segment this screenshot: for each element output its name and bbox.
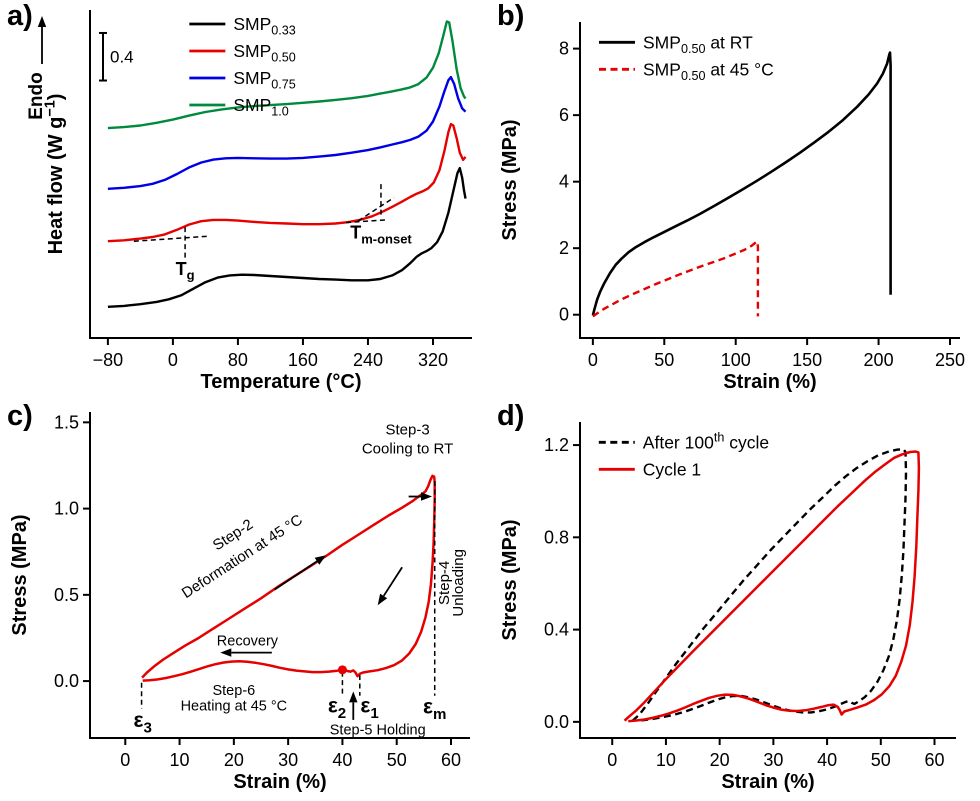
svg-text:0: 0: [168, 350, 178, 370]
svg-text:0.0: 0.0: [544, 712, 569, 732]
svg-text:Step-6: Step-6: [212, 683, 255, 699]
svg-text:0.4: 0.4: [544, 620, 569, 640]
svg-text:−80: −80: [93, 350, 124, 370]
svg-text:50: 50: [387, 750, 407, 770]
svg-text:240: 240: [353, 350, 383, 370]
panel-c-label: c): [7, 400, 33, 432]
svg-text:Recovery: Recovery: [217, 634, 279, 650]
svg-text:10: 10: [170, 750, 190, 770]
svg-text:Temperature (°C): Temperature (°C): [201, 371, 362, 393]
svg-text:Cooling to RT: Cooling to RT: [362, 440, 453, 457]
panel-d-chart: 0 10 20 30 40 50 60 0.0 0.4 0.8 1.2 Strain (%) Stres…: [499, 422, 956, 793]
svg-text:0: 0: [588, 350, 598, 370]
svg-text:Heating at 45 °C: Heating at 45 °C: [181, 698, 288, 714]
svg-text:Strain (%): Strain (%): [723, 371, 816, 393]
svg-text:160: 160: [288, 350, 318, 370]
svg-text:60: 60: [924, 750, 944, 770]
panel-b: b) 0 50 100 150 200 250 0 2 4 6 8 Strain (%) Stress …: [490, 0, 980, 400]
panel-a-chart: −80 0 80 160 240 320 Temperature (°C) Heat flow…: [26, 10, 472, 393]
panel-d: d) 0 10 20 30 40 50 60 0.0 0.4 0.8 1.2 Strain (%) St…: [490, 400, 980, 801]
svg-text:10: 10: [656, 750, 676, 770]
svg-text:Strain (%): Strain (%): [233, 771, 326, 793]
svg-text:After 100th cycle: After 100th cycle: [643, 431, 769, 453]
panel-c: c) 0 10 20 30 40 50 60 0.0 0.5 1.0 1.5 Strain (%) St…: [0, 400, 490, 801]
svg-text:2: 2: [559, 238, 569, 258]
svg-text:60: 60: [441, 750, 461, 770]
svg-text:0.4: 0.4: [110, 48, 134, 67]
svg-text:Endo: Endo: [26, 72, 47, 120]
panel-b-label: b): [497, 0, 525, 32]
svg-text:0.8: 0.8: [544, 527, 569, 547]
svg-text:0: 0: [120, 750, 130, 770]
svg-text:Tm-onset: Tm-onset: [350, 223, 412, 247]
svg-text:SMP0.50 at RT: SMP0.50 at RT: [643, 32, 753, 56]
svg-text:320: 320: [418, 350, 448, 370]
svg-text:Step-3: Step-3: [385, 421, 429, 438]
svg-text:0.0: 0.0: [54, 671, 79, 691]
svg-text:SMP0.50: SMP0.50: [233, 41, 295, 65]
svg-text:Stress (MPa): Stress (MPa): [499, 519, 521, 640]
svg-text:ε2: ε2: [328, 695, 346, 722]
svg-text:Step-4: Step-4: [436, 561, 453, 605]
svg-text:200: 200: [864, 350, 894, 370]
svg-text:Stress (MPa): Stress (MPa): [9, 514, 31, 635]
svg-text:30: 30: [278, 750, 298, 770]
svg-text:8: 8: [559, 39, 569, 59]
svg-text:1.2: 1.2: [544, 435, 569, 455]
svg-text:80: 80: [228, 350, 248, 370]
panel-a-label: a): [7, 0, 33, 32]
svg-text:Strain (%): Strain (%): [721, 771, 814, 793]
panel-a: a) −80 0 80 160 240 320 Temperature (°C) Heat f…: [0, 0, 490, 400]
svg-text:0: 0: [607, 750, 617, 770]
svg-text:50: 50: [654, 350, 674, 370]
svg-text:Tg: Tg: [176, 259, 195, 283]
svg-text:30: 30: [763, 750, 783, 770]
svg-text:40: 40: [332, 750, 352, 770]
svg-text:SMP0.33: SMP0.33: [233, 14, 295, 38]
svg-text:ε3: ε3: [133, 709, 151, 736]
svg-text:40: 40: [817, 750, 837, 770]
svg-text:SMP0.75: SMP0.75: [233, 68, 295, 92]
svg-text:6: 6: [559, 105, 569, 125]
svg-text:1.5: 1.5: [54, 412, 79, 432]
svg-text:Heat flow (W g−1): Heat flow (W g−1): [42, 94, 67, 255]
svg-text:Step-5 Holding: Step-5 Holding: [330, 722, 426, 738]
svg-text:SMP1.0: SMP1.0: [233, 95, 288, 119]
svg-text:SMP0.50 at 45 °C: SMP0.50 at 45 °C: [643, 59, 774, 83]
svg-text:Stress (MPa): Stress (MPa): [499, 119, 521, 240]
svg-text:4: 4: [559, 172, 569, 192]
svg-text:20: 20: [710, 750, 730, 770]
svg-text:100: 100: [721, 350, 751, 370]
panel-b-chart: 0 50 100 150 200 250 0 2 4 6 8 Strain (%) Stress (MP…: [499, 22, 965, 393]
svg-text:Cycle 1: Cycle 1: [643, 459, 701, 479]
svg-text:150: 150: [792, 350, 822, 370]
svg-text:50: 50: [871, 750, 891, 770]
panel-c-chart: 0 10 20 30 40 50 60 0.0 0.5 1.0 1.5 Strain (%) Stres…: [9, 412, 470, 793]
svg-text:0.5: 0.5: [54, 585, 79, 605]
svg-text:1.0: 1.0: [54, 499, 79, 519]
panel-d-label: d): [497, 400, 525, 432]
svg-text:250: 250: [935, 350, 965, 370]
svg-text:20: 20: [224, 750, 244, 770]
svg-text:0: 0: [559, 305, 569, 325]
svg-text:εm: εm: [423, 695, 446, 722]
svg-text:Unloading: Unloading: [450, 549, 467, 617]
svg-text:ε1: ε1: [360, 695, 378, 722]
